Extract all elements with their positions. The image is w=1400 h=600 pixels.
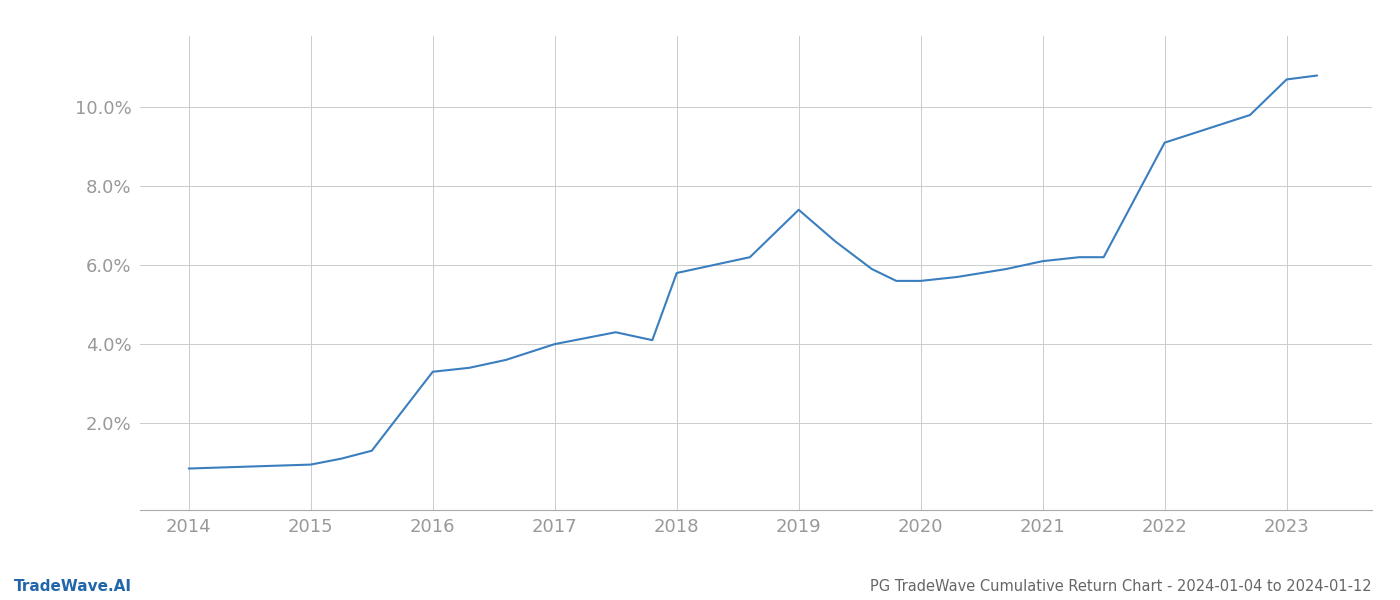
Text: PG TradeWave Cumulative Return Chart - 2024-01-04 to 2024-01-12: PG TradeWave Cumulative Return Chart - 2… [871, 579, 1372, 594]
Text: TradeWave.AI: TradeWave.AI [14, 579, 132, 594]
